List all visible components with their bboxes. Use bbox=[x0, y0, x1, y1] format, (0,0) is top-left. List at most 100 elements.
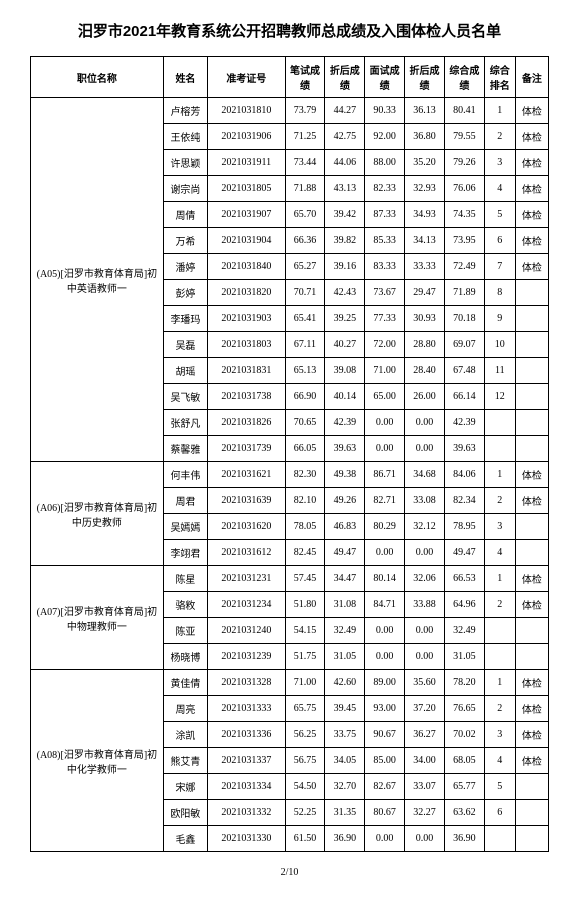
cell-total: 84.06 bbox=[444, 462, 484, 488]
cell-wconv: 39.25 bbox=[325, 306, 365, 332]
cell-rank bbox=[484, 410, 515, 436]
cell-rank: 1 bbox=[484, 98, 515, 124]
cell-rank: 8 bbox=[484, 280, 515, 306]
cell-iconv: 0.00 bbox=[405, 644, 445, 670]
cell-id: 2021031911 bbox=[208, 150, 285, 176]
cell-total: 42.39 bbox=[444, 410, 484, 436]
cell-rank: 2 bbox=[484, 696, 515, 722]
cell-id: 2021031234 bbox=[208, 592, 285, 618]
cell-wconv: 42.43 bbox=[325, 280, 365, 306]
cell-written: 57.45 bbox=[285, 566, 325, 592]
cell-interview: 71.00 bbox=[365, 358, 405, 384]
cell-iconv: 32.06 bbox=[405, 566, 445, 592]
cell-total: 67.48 bbox=[444, 358, 484, 384]
cell-interview: 77.33 bbox=[365, 306, 405, 332]
cell-iconv: 0.00 bbox=[405, 826, 445, 852]
cell-position: (A06)[汨罗市教育体育局]初中历史教师 bbox=[31, 462, 164, 566]
header-total: 综合成绩 bbox=[444, 57, 484, 98]
cell-iconv: 32.93 bbox=[405, 176, 445, 202]
cell-wconv: 44.06 bbox=[325, 150, 365, 176]
cell-rank: 2 bbox=[484, 592, 515, 618]
cell-interview: 88.00 bbox=[365, 150, 405, 176]
cell-name: 许思颖 bbox=[163, 150, 207, 176]
cell-id: 2021031820 bbox=[208, 280, 285, 306]
cell-position: (A08)[汨罗市教育体育局]初中化学教师一 bbox=[31, 670, 164, 852]
cell-rank: 4 bbox=[484, 748, 515, 774]
cell-rank: 3 bbox=[484, 150, 515, 176]
cell-iconv: 37.20 bbox=[405, 696, 445, 722]
page-title: 汨罗市2021年教育系统公开招聘教师总成绩及入围体检人员名单 bbox=[30, 20, 549, 41]
cell-wconv: 42.75 bbox=[325, 124, 365, 150]
cell-note bbox=[515, 384, 548, 410]
cell-rank: 11 bbox=[484, 358, 515, 384]
cell-wconv: 42.39 bbox=[325, 410, 365, 436]
cell-interview: 0.00 bbox=[365, 644, 405, 670]
cell-iconv: 32.12 bbox=[405, 514, 445, 540]
cell-total: 39.63 bbox=[444, 436, 484, 462]
cell-written: 73.79 bbox=[285, 98, 325, 124]
cell-iconv: 33.33 bbox=[405, 254, 445, 280]
cell-wconv: 33.75 bbox=[325, 722, 365, 748]
cell-total: 71.89 bbox=[444, 280, 484, 306]
cell-total: 82.34 bbox=[444, 488, 484, 514]
cell-note: 体检 bbox=[515, 722, 548, 748]
cell-name: 周亮 bbox=[163, 696, 207, 722]
cell-rank: 6 bbox=[484, 228, 515, 254]
cell-iconv: 33.07 bbox=[405, 774, 445, 800]
cell-rank: 2 bbox=[484, 124, 515, 150]
cell-note bbox=[515, 332, 548, 358]
cell-id: 2021031337 bbox=[208, 748, 285, 774]
cell-written: 66.36 bbox=[285, 228, 325, 254]
cell-note bbox=[515, 540, 548, 566]
cell-interview: 83.33 bbox=[365, 254, 405, 280]
results-table: 职位名称 姓名 准考证号 笔试成绩 折后成绩 面试成绩 折后成绩 综合成绩 综合… bbox=[30, 56, 549, 852]
header-name: 姓名 bbox=[163, 57, 207, 98]
cell-note bbox=[515, 644, 548, 670]
cell-id: 2021031612 bbox=[208, 540, 285, 566]
cell-total: 66.14 bbox=[444, 384, 484, 410]
cell-wconv: 40.14 bbox=[325, 384, 365, 410]
cell-note bbox=[515, 826, 548, 852]
cell-rank: 10 bbox=[484, 332, 515, 358]
cell-interview: 92.00 bbox=[365, 124, 405, 150]
cell-note: 体检 bbox=[515, 748, 548, 774]
cell-total: 80.41 bbox=[444, 98, 484, 124]
cell-interview: 65.00 bbox=[365, 384, 405, 410]
cell-total: 79.55 bbox=[444, 124, 484, 150]
cell-rank: 4 bbox=[484, 176, 515, 202]
cell-written: 61.50 bbox=[285, 826, 325, 852]
header-interview: 面试成绩 bbox=[365, 57, 405, 98]
cell-rank bbox=[484, 618, 515, 644]
cell-name: 胡瑶 bbox=[163, 358, 207, 384]
cell-iconv: 34.00 bbox=[405, 748, 445, 774]
header-iconv: 折后成绩 bbox=[405, 57, 445, 98]
cell-iconv: 30.93 bbox=[405, 306, 445, 332]
cell-id: 2021031903 bbox=[208, 306, 285, 332]
cell-iconv: 36.27 bbox=[405, 722, 445, 748]
cell-rank: 12 bbox=[484, 384, 515, 410]
cell-rank: 5 bbox=[484, 202, 515, 228]
cell-written: 73.44 bbox=[285, 150, 325, 176]
cell-interview: 0.00 bbox=[365, 826, 405, 852]
cell-name: 潘婷 bbox=[163, 254, 207, 280]
cell-interview: 0.00 bbox=[365, 618, 405, 644]
cell-name: 李翊君 bbox=[163, 540, 207, 566]
cell-id: 2021031239 bbox=[208, 644, 285, 670]
cell-note: 体检 bbox=[515, 566, 548, 592]
cell-iconv: 35.20 bbox=[405, 150, 445, 176]
cell-interview: 86.71 bbox=[365, 462, 405, 488]
cell-written: 65.75 bbox=[285, 696, 325, 722]
header-row: 职位名称 姓名 准考证号 笔试成绩 折后成绩 面试成绩 折后成绩 综合成绩 综合… bbox=[31, 57, 549, 98]
cell-total: 65.77 bbox=[444, 774, 484, 800]
cell-wconv: 46.83 bbox=[325, 514, 365, 540]
cell-total: 68.05 bbox=[444, 748, 484, 774]
cell-interview: 90.33 bbox=[365, 98, 405, 124]
table-row: (A06)[汨罗市教育体育局]初中历史教师何丰伟202103162182.304… bbox=[31, 462, 549, 488]
cell-note: 体检 bbox=[515, 670, 548, 696]
cell-written: 71.25 bbox=[285, 124, 325, 150]
cell-iconv: 28.40 bbox=[405, 358, 445, 384]
cell-written: 65.70 bbox=[285, 202, 325, 228]
cell-written: 82.30 bbox=[285, 462, 325, 488]
cell-id: 2021031330 bbox=[208, 826, 285, 852]
cell-written: 56.75 bbox=[285, 748, 325, 774]
